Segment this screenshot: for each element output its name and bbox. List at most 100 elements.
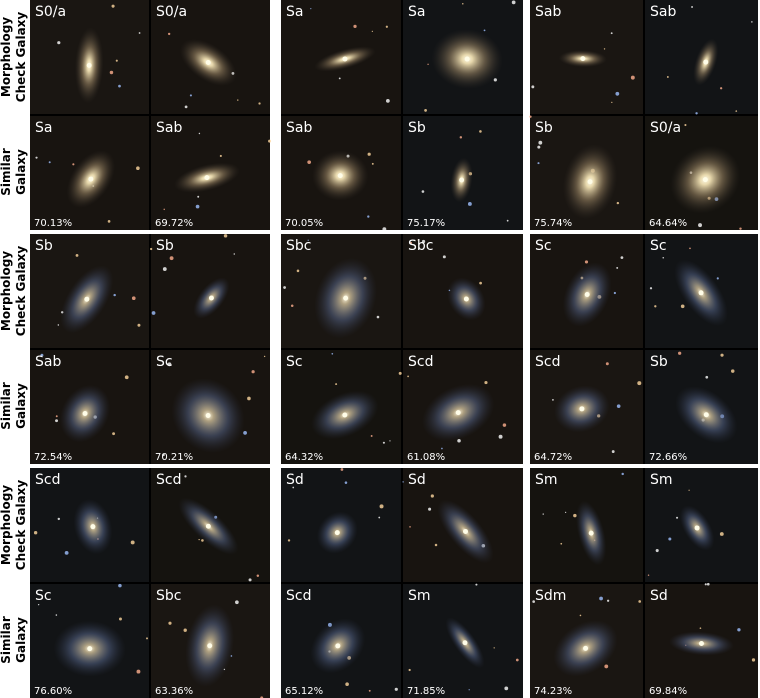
star bbox=[189, 94, 192, 97]
morphology-label: Scd bbox=[35, 472, 60, 488]
star bbox=[695, 112, 698, 115]
galaxy-image: Sd 69.84% bbox=[645, 582, 758, 698]
morphology-label: Sab bbox=[35, 354, 61, 370]
star bbox=[138, 32, 141, 34]
morphology-label: Sab bbox=[286, 120, 312, 136]
similarity-score: 70.05% bbox=[285, 218, 323, 229]
star bbox=[290, 304, 294, 308]
galaxy-core bbox=[86, 62, 92, 68]
galaxy-core bbox=[464, 56, 470, 62]
star bbox=[389, 440, 391, 442]
star bbox=[620, 256, 624, 260]
morphology-label: S0/a bbox=[156, 4, 187, 20]
star bbox=[72, 163, 75, 166]
star bbox=[235, 600, 239, 605]
star bbox=[532, 600, 535, 603]
galaxy-core bbox=[698, 290, 704, 296]
star bbox=[184, 105, 188, 109]
star bbox=[64, 550, 69, 555]
star bbox=[689, 247, 691, 250]
morphology-label: Scd bbox=[535, 354, 560, 370]
star bbox=[605, 362, 609, 366]
morphology-label: S0/a bbox=[35, 4, 66, 20]
similarity-score: 71.85% bbox=[407, 686, 445, 697]
morphology-label: Sb bbox=[35, 238, 53, 254]
star bbox=[621, 472, 624, 476]
similarity-score: 70.21% bbox=[155, 452, 193, 463]
star bbox=[371, 30, 373, 33]
galaxy-image: Scd bbox=[151, 468, 270, 582]
star bbox=[409, 241, 413, 245]
star bbox=[719, 532, 724, 536]
star bbox=[243, 431, 247, 435]
star bbox=[552, 398, 554, 401]
galaxy-image: Sab 70.05% bbox=[281, 116, 401, 232]
star bbox=[168, 621, 172, 625]
star bbox=[704, 583, 707, 586]
galaxy-core bbox=[703, 412, 709, 418]
star bbox=[668, 537, 672, 541]
star bbox=[33, 531, 38, 535]
galaxy-image: Sab bbox=[530, 0, 643, 114]
star bbox=[382, 227, 387, 232]
star bbox=[371, 162, 374, 165]
star bbox=[251, 370, 255, 374]
similarity-score: 72.54% bbox=[34, 452, 72, 463]
morphology-label: Sab bbox=[535, 4, 561, 20]
row-label: Galaxy bbox=[14, 617, 28, 663]
morphology-label: Sc bbox=[156, 354, 173, 370]
star bbox=[537, 145, 541, 149]
galaxy-image: Sbc bbox=[403, 234, 523, 348]
star bbox=[40, 353, 44, 357]
star bbox=[394, 687, 398, 691]
galaxy-core bbox=[698, 640, 704, 646]
star bbox=[542, 513, 544, 515]
star bbox=[498, 434, 503, 439]
star bbox=[57, 324, 60, 326]
star bbox=[167, 32, 171, 36]
star bbox=[511, 0, 516, 5]
galaxy-core bbox=[208, 295, 214, 301]
star bbox=[367, 215, 370, 218]
galaxy-image: Sbc bbox=[281, 234, 401, 348]
star bbox=[398, 371, 402, 375]
galaxy-image: Sm 71.85% bbox=[403, 583, 523, 698]
star bbox=[611, 450, 615, 453]
star bbox=[409, 526, 411, 528]
star bbox=[382, 441, 385, 444]
star bbox=[616, 201, 620, 205]
star bbox=[57, 517, 61, 521]
galaxy-core bbox=[463, 296, 469, 302]
galaxy-image: Sab bbox=[645, 0, 758, 115]
star bbox=[603, 48, 606, 50]
star bbox=[751, 21, 753, 23]
galaxy-image: S0/a bbox=[151, 0, 270, 114]
galaxy-image: Scd 65.12% bbox=[281, 584, 401, 698]
row-label: Check Galaxy bbox=[14, 12, 28, 103]
star bbox=[698, 223, 703, 228]
star bbox=[124, 375, 129, 380]
star bbox=[367, 152, 371, 156]
star bbox=[48, 161, 51, 164]
galaxy-core bbox=[588, 530, 594, 536]
star bbox=[146, 637, 148, 640]
star bbox=[424, 109, 427, 112]
similarity-score: 76.60% bbox=[34, 686, 72, 697]
star bbox=[379, 504, 384, 509]
star bbox=[385, 99, 390, 103]
galaxy-core bbox=[342, 56, 348, 62]
morphology-label: Sab bbox=[156, 120, 182, 136]
star bbox=[197, 195, 200, 198]
galaxy-core bbox=[583, 645, 589, 651]
galaxy-core bbox=[205, 59, 211, 65]
galaxy-core bbox=[694, 525, 700, 531]
galaxy-core bbox=[587, 179, 593, 185]
star bbox=[606, 599, 610, 602]
galaxy-image: Sb 75.17% bbox=[403, 116, 523, 230]
similarity-score: 64.64% bbox=[649, 218, 687, 229]
star bbox=[256, 574, 260, 578]
star bbox=[538, 140, 543, 145]
galaxy-core bbox=[584, 292, 590, 298]
star bbox=[484, 380, 488, 385]
star bbox=[655, 549, 659, 553]
